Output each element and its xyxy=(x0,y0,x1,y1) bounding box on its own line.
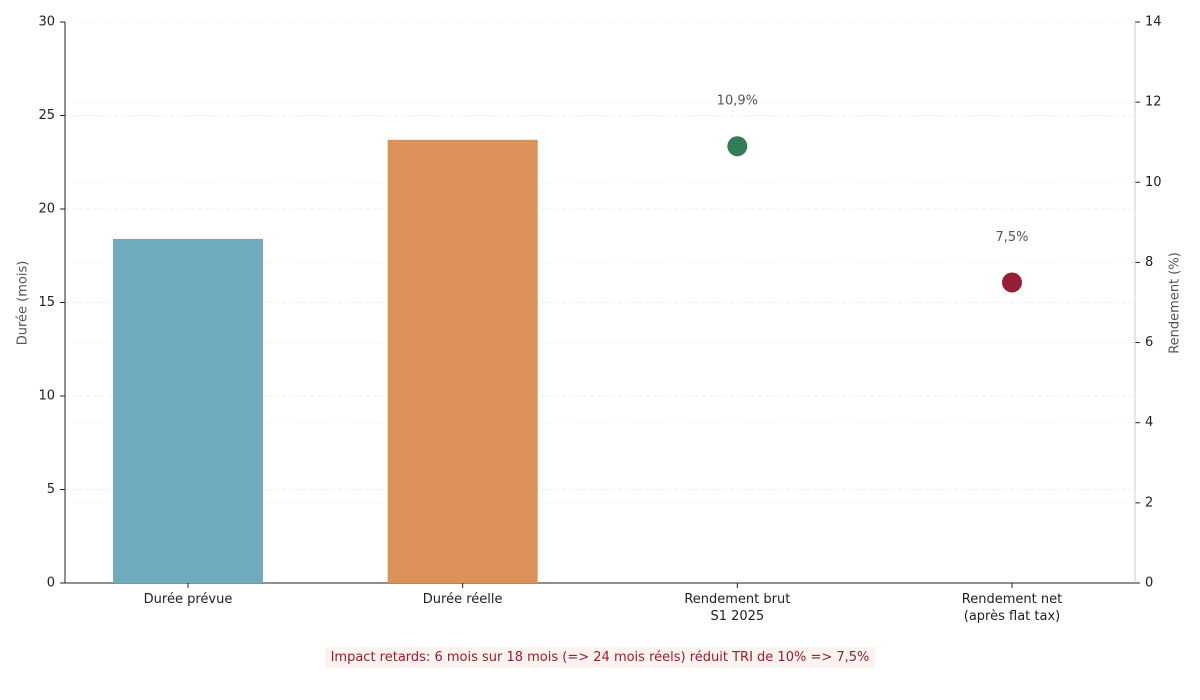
x-tick-label: Rendement net (après flat tax) xyxy=(961,592,1063,624)
annotation: Impact retards: 6 mois sur 18 mois (=> 2… xyxy=(324,647,876,668)
x-tick-label: Rendement brut S1 2025 xyxy=(684,592,791,624)
y2-tick-label: 12 xyxy=(1145,95,1162,110)
data-label: 7,5% xyxy=(995,230,1028,245)
x-tick-label: Durée prévue xyxy=(143,592,233,607)
y2-tick-label: 14 xyxy=(1145,15,1162,30)
y-tick-label: 15 xyxy=(38,295,55,310)
y2-tick-label: 6 xyxy=(1145,335,1153,350)
y2-tick-label: 8 xyxy=(1145,255,1153,270)
y-tick-label: 0 xyxy=(47,576,55,591)
point xyxy=(1002,272,1022,293)
y-tick-label: 30 xyxy=(38,15,55,30)
y-axis-label: Durée (mois) xyxy=(16,261,31,346)
point xyxy=(727,136,748,157)
bar xyxy=(113,238,263,584)
x-tick-label: Durée réelle xyxy=(422,592,503,607)
annotation-box: Impact retards: 6 mois sur 18 mois (=> 2… xyxy=(0,647,1200,668)
y-tick-label: 5 xyxy=(47,482,55,497)
y2-tick-label: 10 xyxy=(1145,175,1162,190)
bar xyxy=(387,139,538,583)
y2-axis-label: Rendement (%) xyxy=(1168,252,1183,354)
y2-tick-label: 0 xyxy=(1145,576,1153,591)
y-tick-label: 10 xyxy=(38,389,55,404)
data-label: 10,9% xyxy=(717,94,758,109)
y-tick-label: 25 xyxy=(38,108,55,123)
y2-tick-label: 2 xyxy=(1145,495,1153,510)
y-tick-label: 20 xyxy=(38,202,55,217)
y2-tick-label: 4 xyxy=(1145,415,1153,430)
